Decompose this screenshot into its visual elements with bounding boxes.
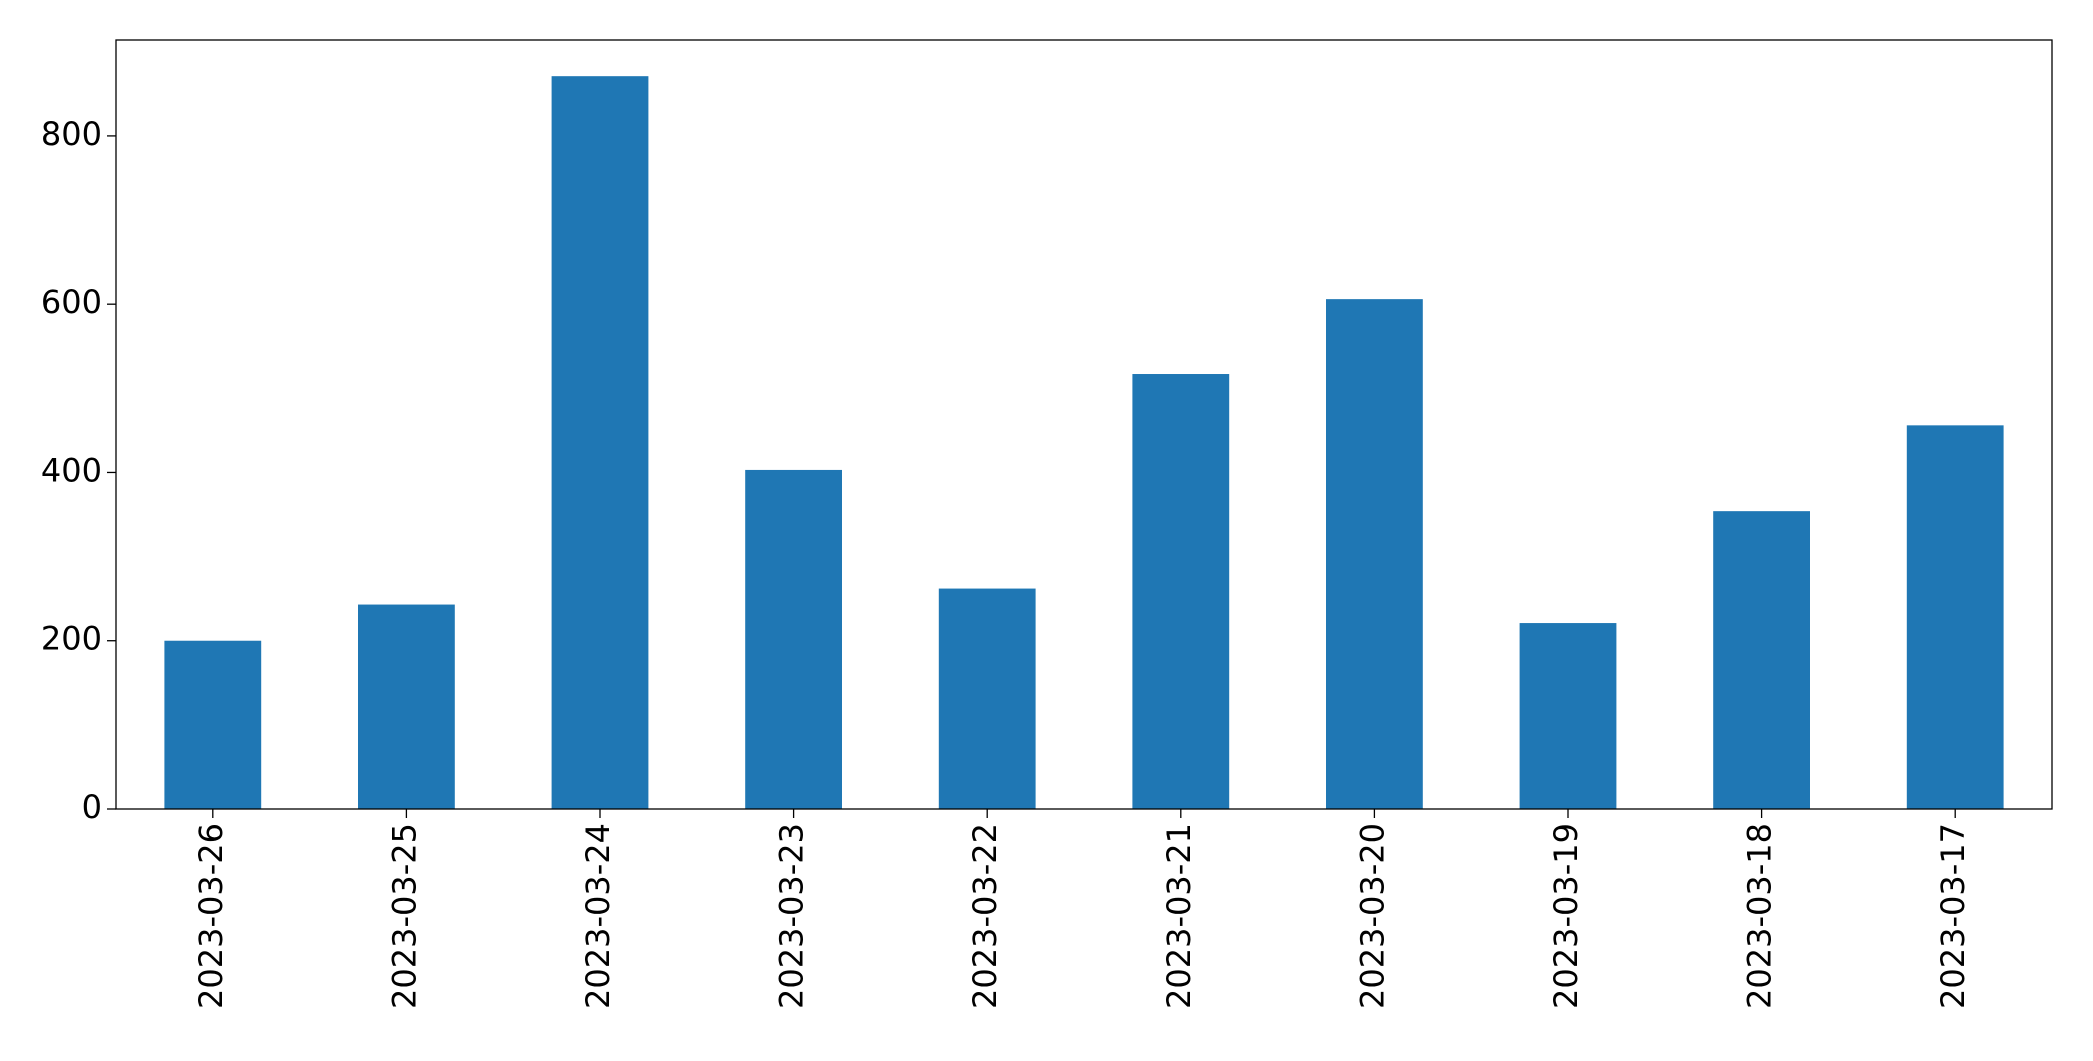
x-tick-label: 2023-03-26 (192, 823, 230, 1009)
bar (1132, 374, 1230, 809)
x-tick-label: 2023-03-17 (1934, 823, 1972, 1009)
x-tick-label: 2023-03-24 (579, 823, 617, 1009)
bar (1519, 623, 1617, 809)
x-tick-label: 2023-03-22 (966, 823, 1004, 1009)
y-tick-label: 800 (41, 115, 102, 153)
x-tick-label: 2023-03-25 (385, 823, 423, 1009)
plot-frame (115, 39, 2053, 810)
x-tick-label: 2023-03-23 (773, 823, 811, 1009)
x-tick-label: 2023-03-19 (1547, 823, 1585, 1009)
x-tick-label: 2023-03-21 (1160, 823, 1198, 1009)
y-tick-label: 400 (41, 451, 102, 489)
bar (164, 640, 262, 809)
y-tick-label: 0 (82, 788, 102, 826)
bar (358, 604, 455, 809)
y-tick-label: 600 (41, 283, 102, 321)
bar (938, 588, 1036, 809)
x-tick-label: 2023-03-20 (1353, 823, 1391, 1009)
bar (1713, 511, 1810, 809)
y-tick-label: 200 (41, 620, 102, 658)
bar (1326, 299, 1423, 809)
x-tick-label: 2023-03-18 (1741, 823, 1779, 1009)
bar (551, 76, 649, 809)
bar (745, 469, 842, 809)
bar (1906, 425, 2004, 809)
